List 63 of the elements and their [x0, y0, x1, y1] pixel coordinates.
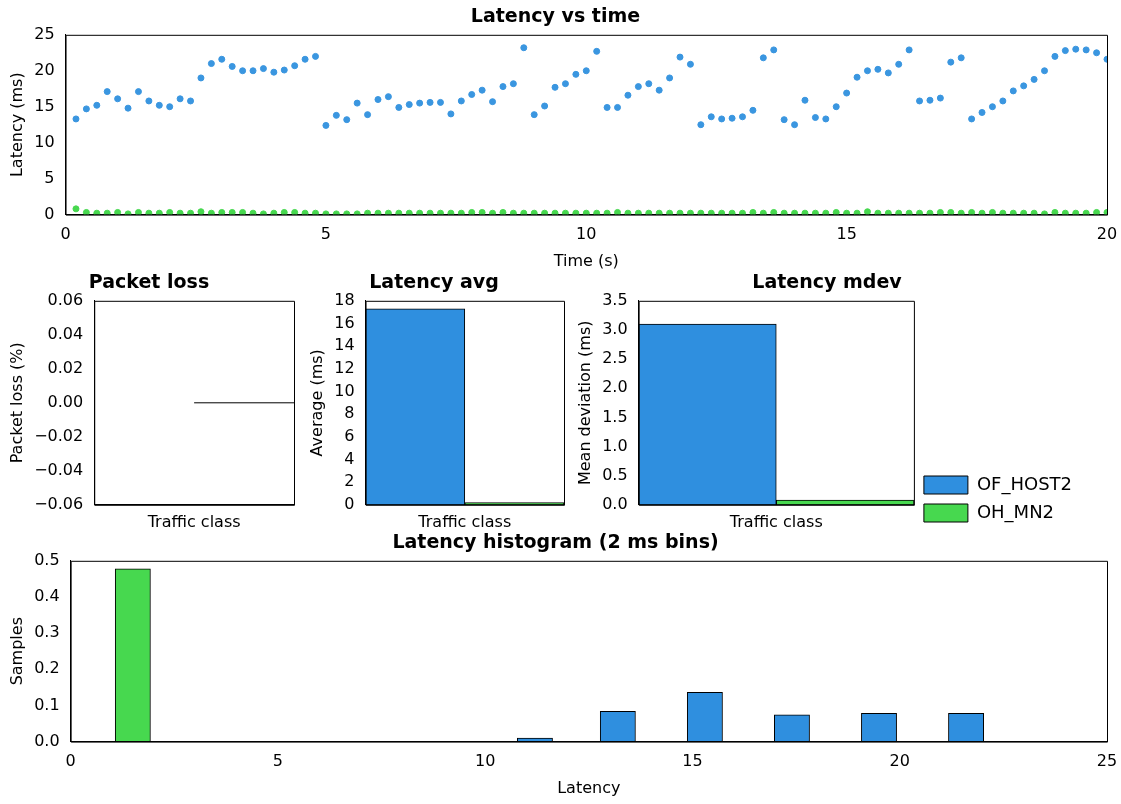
- y-tick-label: 0.04: [47, 323, 84, 343]
- y-tick-label: 3.5: [602, 289, 628, 309]
- x-tick-label: 10: [475, 751, 496, 771]
- x-axis-title: Traffic class: [417, 511, 512, 531]
- x-axis-title: Traffic class: [728, 511, 823, 531]
- legend-label: OH_MN2: [976, 500, 1055, 523]
- y-tick-label: −0.04: [34, 459, 84, 479]
- y-tick-label: 18: [334, 289, 355, 309]
- x-tick-label: 15: [836, 224, 857, 244]
- x-axis-title: Latency: [557, 777, 621, 797]
- legend-label: OF_HOST2: [976, 472, 1073, 495]
- y-tick-label: 0: [344, 493, 355, 513]
- y-tick-label: 5: [44, 167, 55, 187]
- y-tick-label: 2.5: [602, 348, 628, 368]
- y-tick-label: 1.5: [602, 406, 628, 426]
- y-tick-label: 2.0: [602, 377, 628, 397]
- y-tick-label: 12: [334, 357, 355, 377]
- y-tick-label: 0.0: [34, 730, 60, 750]
- y-tick-label: 4: [344, 448, 355, 468]
- x-axis-title: Traffic class: [146, 511, 241, 531]
- y-axis-title: Latency (ms): [6, 72, 26, 178]
- chart-title: Latency histogram (2 ms bins): [392, 530, 719, 553]
- y-axis-title: Packet loss (%): [6, 342, 26, 464]
- x-tick-label: 5: [320, 224, 332, 244]
- y-tick-label: 0.06: [47, 289, 84, 309]
- chart-title: Latency mdev: [752, 270, 903, 293]
- y-tick-label: 0.4: [34, 586, 60, 606]
- y-tick-label: 14: [334, 335, 355, 355]
- chart-title: Latency avg: [369, 270, 499, 293]
- y-tick-label: 2: [344, 471, 355, 491]
- y-tick-label: 0.02: [47, 357, 84, 377]
- y-tick-label: −0.06: [34, 493, 84, 513]
- y-tick-label: 0.3: [34, 622, 60, 642]
- y-tick-label: 0.5: [602, 464, 628, 484]
- y-tick-label: 20: [34, 59, 55, 79]
- y-tick-label: 3.0: [602, 319, 628, 339]
- y-axis-title: Samples: [6, 617, 26, 686]
- y-tick-label: −0.02: [34, 425, 84, 445]
- y-tick-label: 10: [34, 131, 55, 151]
- y-tick-label: 0.0: [602, 493, 628, 513]
- y-axis-title: Mean deviation (ms): [574, 320, 594, 486]
- chart-title: Latency vs time: [470, 4, 641, 27]
- y-tick-label: 8: [344, 403, 355, 423]
- y-tick-label: 0.00: [47, 391, 84, 411]
- x-tick-label: 15: [682, 751, 703, 771]
- y-tick-label: 10: [334, 380, 355, 400]
- x-tick-label: 20: [1096, 224, 1118, 244]
- x-tick-label: 5: [272, 751, 284, 771]
- y-tick-label: 6: [344, 425, 355, 445]
- y-tick-label: 15: [34, 95, 55, 115]
- y-tick-label: 0.5: [34, 549, 60, 569]
- y-tick-label: 0.2: [34, 658, 60, 678]
- y-tick-label: 25: [34, 23, 55, 43]
- y-tick-label: 0.1: [34, 694, 60, 714]
- x-axis-title: Time (s): [552, 250, 619, 270]
- x-tick-label: 20: [889, 751, 910, 771]
- x-tick-label: 25: [1096, 751, 1118, 771]
- y-tick-label: 0: [44, 203, 55, 223]
- chart-title: Packet loss: [88, 270, 210, 293]
- y-tick-label: 1.0: [602, 435, 628, 455]
- y-tick-label: 16: [334, 312, 355, 332]
- y-axis-title: Average (ms): [306, 349, 326, 457]
- x-tick-label: 10: [576, 224, 597, 244]
